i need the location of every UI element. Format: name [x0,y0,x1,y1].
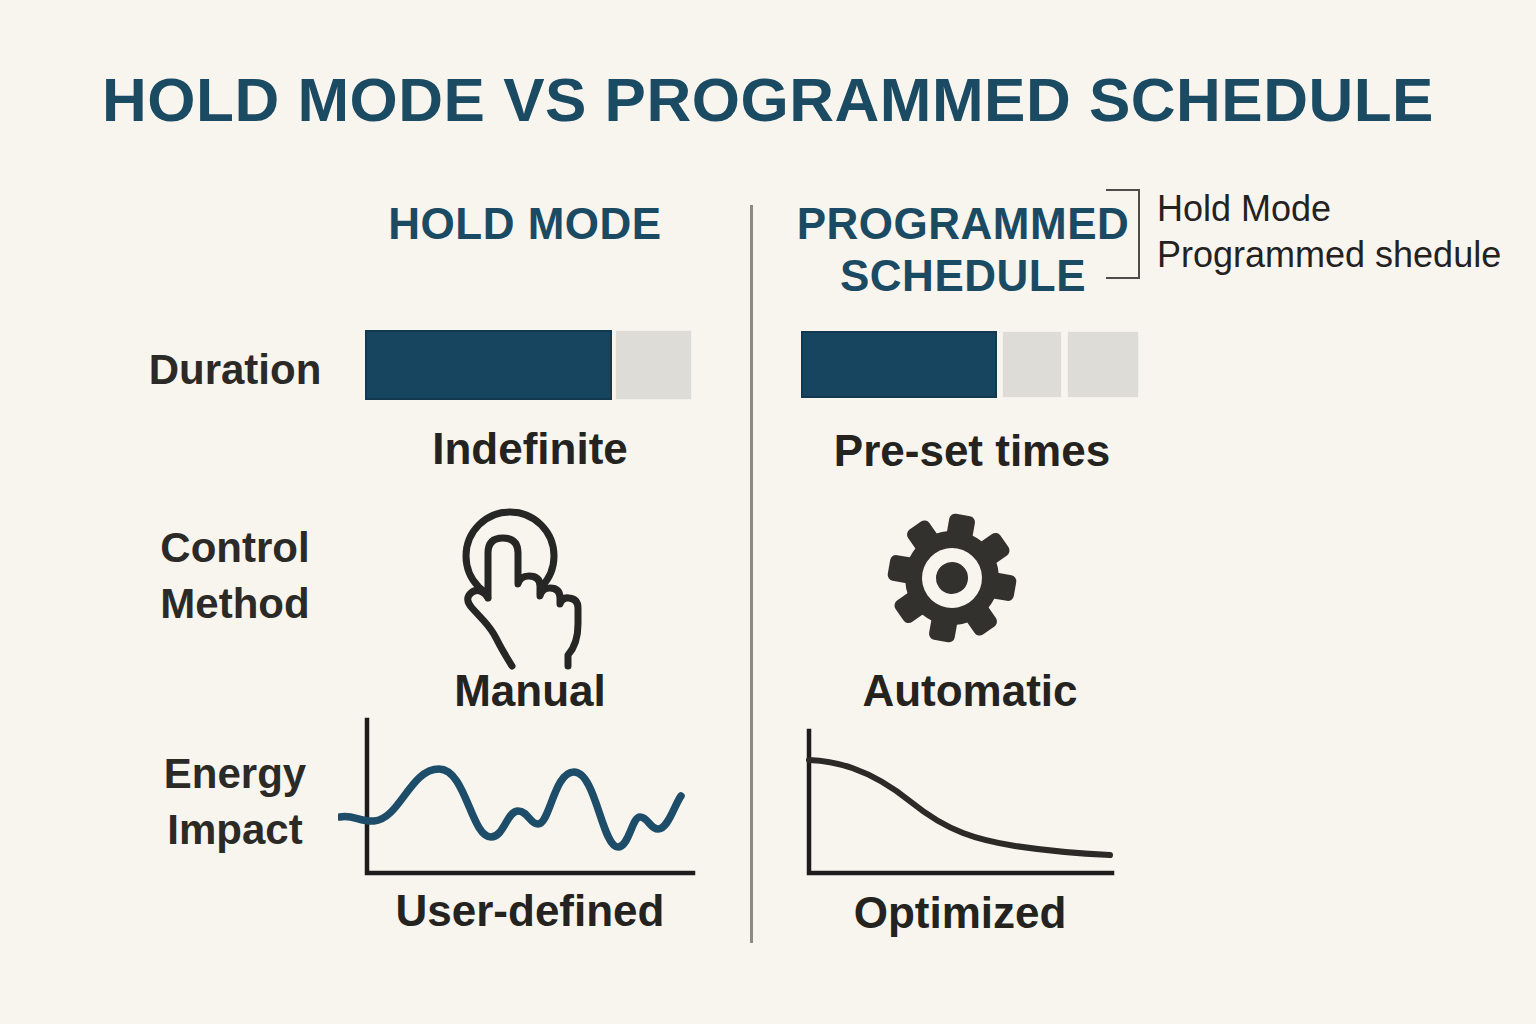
bar-segment-filled [801,331,997,398]
tap-gesture-icon [450,502,610,674]
duration-row-label: Duration [135,342,335,398]
column-divider [750,205,753,943]
hold-duration-bar [365,330,692,400]
page-title: HOLD MODE VS PROGRAMMED SCHEDULE [0,64,1536,135]
optimized-energy-chart [793,707,1123,879]
user-defined-energy-chart [338,708,703,883]
control-label-line2: Method [130,576,340,632]
programmed-schedule-column-header: PROGRAMMED SCHEDULE [788,198,1138,302]
programmed-duration-bar [801,331,1139,398]
legend-item-programmed-schedule: Programmed shedule [1157,232,1501,278]
programmed-energy-value: Optimized [795,888,1125,938]
hold-mode-header-text: HOLD MODE [360,198,690,250]
energy-impact-row-label: Energy Impact [130,746,340,858]
hold-mode-column-header: HOLD MODE [360,198,690,250]
infographic-canvas: HOLD MODE VS PROGRAMMED SCHEDULE HOLD MO… [0,0,1536,1024]
programmed-duration-value: Pre-set times [798,426,1146,476]
energy-label-line2: Impact [130,802,340,858]
control-method-row-label: Control Method [130,520,340,632]
control-label-line1: Control [130,520,340,576]
legend: Hold Mode Programmed shedule [1157,186,1501,278]
bar-segment-filled [365,330,612,400]
legend-item-hold-mode: Hold Mode [1157,186,1501,232]
hold-energy-value: User-defined [358,886,702,936]
energy-label-line1: Energy [130,746,340,802]
programmed-header-line1: PROGRAMMED [788,198,1138,250]
gear-icon [882,508,1022,648]
legend-bracket [1106,189,1140,279]
hold-duration-value: Indefinite [355,424,705,474]
bar-segment-empty [1067,331,1139,398]
bar-segment-empty [1002,331,1062,398]
bar-segment-empty [615,330,692,400]
programmed-header-line2: SCHEDULE [788,250,1138,302]
